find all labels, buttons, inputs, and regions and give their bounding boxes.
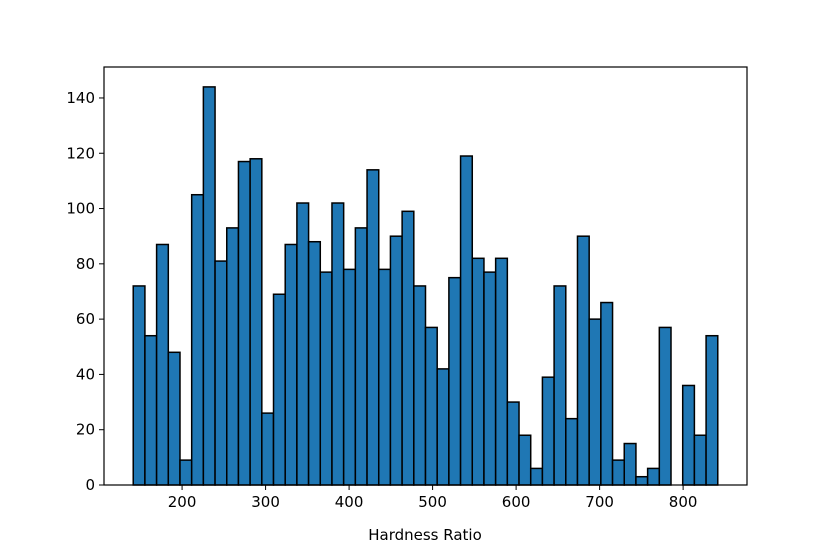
bar bbox=[646, 467, 661, 486]
x-tick-label: 800 bbox=[669, 493, 698, 511]
bar bbox=[319, 271, 333, 486]
y-tick-label: 40 bbox=[76, 365, 95, 383]
bar bbox=[611, 459, 625, 486]
bar bbox=[261, 412, 275, 486]
y-tick-label: 140 bbox=[66, 89, 95, 107]
bar bbox=[565, 417, 579, 486]
bar bbox=[284, 243, 298, 486]
bar bbox=[401, 210, 415, 486]
bar bbox=[658, 326, 672, 486]
y-tick-label: 60 bbox=[76, 310, 95, 328]
bar bbox=[483, 271, 497, 486]
bar bbox=[506, 401, 520, 486]
y-tick-label: 100 bbox=[66, 200, 95, 218]
bar bbox=[705, 334, 719, 486]
x-axis-label: Hardness Ratio bbox=[368, 526, 482, 544]
bar bbox=[249, 158, 263, 486]
x-tick-label: 400 bbox=[335, 493, 364, 511]
bar bbox=[693, 434, 707, 486]
bar bbox=[471, 257, 485, 486]
bar bbox=[459, 155, 474, 486]
x-tick-label: 600 bbox=[502, 493, 531, 511]
plot-frame bbox=[103, 66, 748, 486]
bar bbox=[424, 326, 438, 486]
bar bbox=[331, 202, 345, 486]
bar bbox=[518, 434, 532, 486]
bar bbox=[296, 202, 310, 486]
x-tick-label: 300 bbox=[251, 493, 280, 511]
bar bbox=[132, 285, 146, 486]
bar bbox=[681, 384, 696, 486]
bar bbox=[144, 334, 158, 486]
bar bbox=[214, 260, 228, 486]
bar bbox=[635, 475, 649, 486]
bar bbox=[541, 376, 555, 486]
bar bbox=[366, 169, 380, 486]
bar bbox=[237, 160, 251, 486]
x-tick-label: 200 bbox=[168, 493, 197, 511]
bar bbox=[553, 285, 567, 486]
bar bbox=[436, 368, 450, 486]
bar bbox=[226, 227, 240, 486]
y-tick-label: 80 bbox=[76, 255, 95, 273]
bar bbox=[155, 243, 170, 486]
bar bbox=[377, 268, 392, 486]
bar bbox=[190, 193, 205, 486]
bar bbox=[448, 276, 462, 486]
bar bbox=[179, 459, 193, 486]
bar bbox=[202, 86, 216, 486]
y-tick-label: 120 bbox=[66, 144, 95, 162]
bar bbox=[600, 301, 614, 486]
bar bbox=[494, 257, 509, 486]
bar bbox=[272, 293, 286, 486]
bar bbox=[623, 442, 637, 486]
bar bbox=[413, 285, 427, 486]
y-tick-label: 20 bbox=[76, 421, 95, 439]
bar bbox=[342, 268, 357, 486]
x-tick-label: 500 bbox=[418, 493, 447, 511]
bar bbox=[167, 351, 181, 486]
bar bbox=[588, 318, 602, 486]
bar bbox=[576, 235, 590, 486]
bar bbox=[307, 240, 322, 486]
x-tick-label: 700 bbox=[585, 493, 614, 511]
bar bbox=[529, 467, 544, 486]
bar bbox=[354, 227, 368, 486]
bar bbox=[389, 235, 403, 486]
y-tick-label: 0 bbox=[85, 476, 95, 494]
